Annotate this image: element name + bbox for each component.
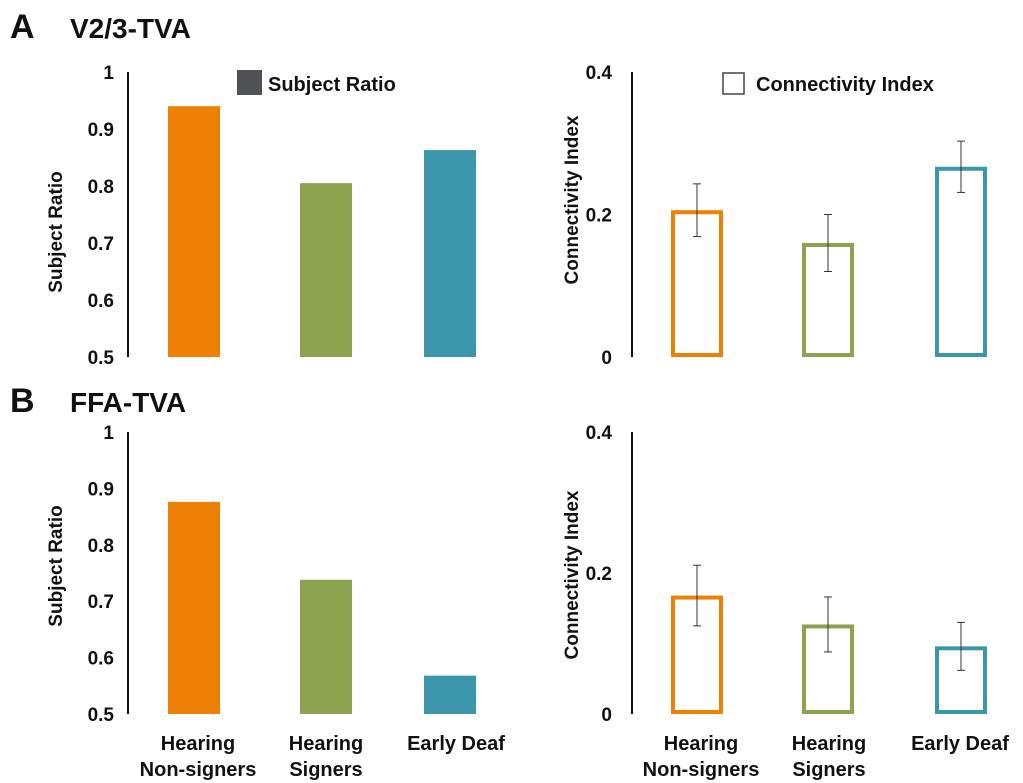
category-labels-right: Hearing Non-signers Hearing Signers Earl… xyxy=(643,733,1010,781)
chart-a-connectivity-index: 0.4 0.2 0 Connectivity Index xyxy=(562,63,987,369)
legend-solid-swatch xyxy=(237,70,262,95)
category-label-line1: Hearing xyxy=(161,733,235,755)
y-tick-label: 0.7 xyxy=(88,234,114,255)
bar xyxy=(168,106,220,357)
category-label-line2: Non-signers xyxy=(643,759,760,781)
bar xyxy=(168,501,220,714)
panel-b-letter: B xyxy=(10,382,35,420)
bar xyxy=(424,675,476,714)
category-label-line2: Signers xyxy=(289,759,362,781)
category-label-line1: Early Deaf xyxy=(407,733,505,755)
y-axis-title: Subject Ratio xyxy=(46,505,67,626)
category-label-line1: Early Deaf xyxy=(911,733,1009,755)
category-labels-left: Hearing Non-signers Hearing Signers Earl… xyxy=(140,733,506,781)
y-tick-label: 0 xyxy=(601,705,612,726)
y-tick-label: 1 xyxy=(103,63,114,84)
y-tick-label: 0.6 xyxy=(88,649,114,670)
legend-solid-label: Subject Ratio xyxy=(268,74,396,96)
category-label-line1: Hearing xyxy=(792,733,866,755)
panel-b-title: FFA-TVA xyxy=(70,387,186,418)
bar xyxy=(300,183,352,357)
y-tick-label: 1 xyxy=(103,423,114,444)
y-tick-label: 0.4 xyxy=(586,423,613,444)
category-label-line1: Hearing xyxy=(664,733,738,755)
y-tick-label: 0.7 xyxy=(88,592,114,613)
y-axis-title: Subject Ratio xyxy=(46,171,67,292)
y-tick-label: 0.2 xyxy=(586,206,612,227)
legend-hollow-swatch xyxy=(722,72,745,95)
chart-b-connectivity-index: 0.4 0.2 0 Connectivity Index xyxy=(562,423,987,726)
bar xyxy=(300,579,352,714)
chart-b-subject-ratio: 1 0.9 0.8 0.7 0.6 0.5 Subject Ratio xyxy=(46,423,476,726)
y-tick-label: 0.8 xyxy=(88,536,114,557)
y-tick-label: 0.9 xyxy=(88,479,114,500)
category-label-line2: Non-signers xyxy=(140,759,257,781)
y-tick-label: 0.2 xyxy=(586,564,612,585)
bar xyxy=(424,150,476,357)
category-label-line1: Hearing xyxy=(289,733,363,755)
y-tick-label: 0.4 xyxy=(586,63,613,84)
y-axis-title: Connectivity Index xyxy=(562,490,583,659)
panel-a-letter: A xyxy=(10,8,35,46)
y-axis-title: Connectivity Index xyxy=(562,115,583,284)
chart-a-subject-ratio: 1 0.9 0.8 0.7 0.6 0.5 Subject Ratio xyxy=(46,63,476,369)
y-tick-label: 0 xyxy=(601,348,612,369)
bar xyxy=(935,166,987,357)
y-tick-label: 0.6 xyxy=(88,291,114,312)
legend-hollow-label: Connectivity Index xyxy=(756,74,934,96)
y-tick-label: 0.9 xyxy=(88,120,114,141)
panel-a-title: V2/3-TVA xyxy=(70,13,191,44)
y-tick-label: 0.8 xyxy=(88,177,114,198)
y-tick-label: 0.5 xyxy=(88,348,115,369)
y-tick-label: 0.5 xyxy=(88,705,115,726)
category-label-line2: Signers xyxy=(792,759,865,781)
